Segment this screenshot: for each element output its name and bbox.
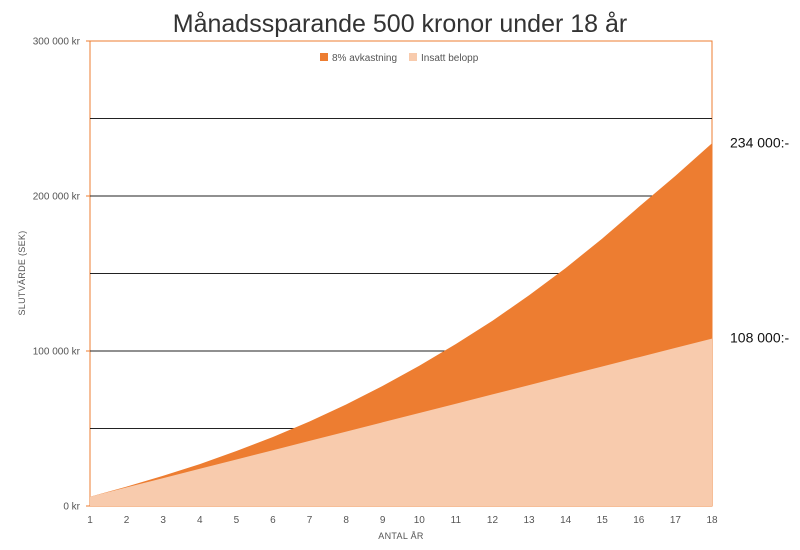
x-tick-label: 2 (124, 515, 130, 526)
x-tick-label: 1 (87, 515, 93, 526)
area-insatt-belopp (90, 338, 712, 506)
x-tick-label: 16 (633, 515, 645, 526)
x-tick-label: 15 (597, 515, 609, 526)
y-tick-label: 100 000 kr (33, 347, 81, 358)
legend-label: Insatt belopp (421, 53, 479, 64)
y-tick-label: 0 kr (63, 502, 80, 513)
x-tick-label: 10 (414, 515, 426, 526)
legend-swatch (320, 53, 328, 61)
x-tick-label: 9 (380, 515, 386, 526)
value-annotation: 108 000:- (730, 330, 789, 346)
x-tick-label: 6 (270, 515, 276, 526)
x-tick-label: 18 (706, 515, 718, 526)
x-tick-label: 5 (234, 515, 240, 526)
y-axis-ticks: 0 kr 100 000 kr 200 000 kr 300 000 kr (33, 37, 90, 513)
x-tick-label: 14 (560, 515, 572, 526)
legend-swatch (409, 53, 417, 61)
x-tick-label: 4 (197, 515, 203, 526)
annotations: 234 000:- 108 000:- (730, 134, 789, 345)
legend-label: 8% avkastning (332, 53, 397, 64)
x-axis-ticks: 1 2 3 4 5 6 7 8 9 10 11 12 13 14 15 16 17 18 (87, 515, 718, 526)
legend: 8% avkastning Insatt belopp (320, 53, 479, 64)
value-annotation: 234 000:- (730, 134, 789, 150)
x-tick-label: 8 (343, 515, 349, 526)
x-tick-label: 12 (487, 515, 499, 526)
x-tick-label: 11 (451, 515, 462, 526)
x-tick-label: 13 (523, 515, 535, 526)
y-tick-label: 200 000 kr (33, 192, 81, 203)
y-tick-label: 300 000 kr (33, 37, 81, 48)
x-tick-label: 17 (670, 515, 682, 526)
chart-title: Månadssparande 500 kronor under 18 år (173, 10, 627, 38)
y-axis-label: SLUTVÄRDE (SEK) (17, 230, 27, 315)
area-series (90, 143, 712, 507)
x-tick-label: 7 (307, 515, 313, 526)
x-tick-label: 3 (160, 515, 166, 526)
x-axis-label: ANTAL ÅR (378, 531, 424, 541)
